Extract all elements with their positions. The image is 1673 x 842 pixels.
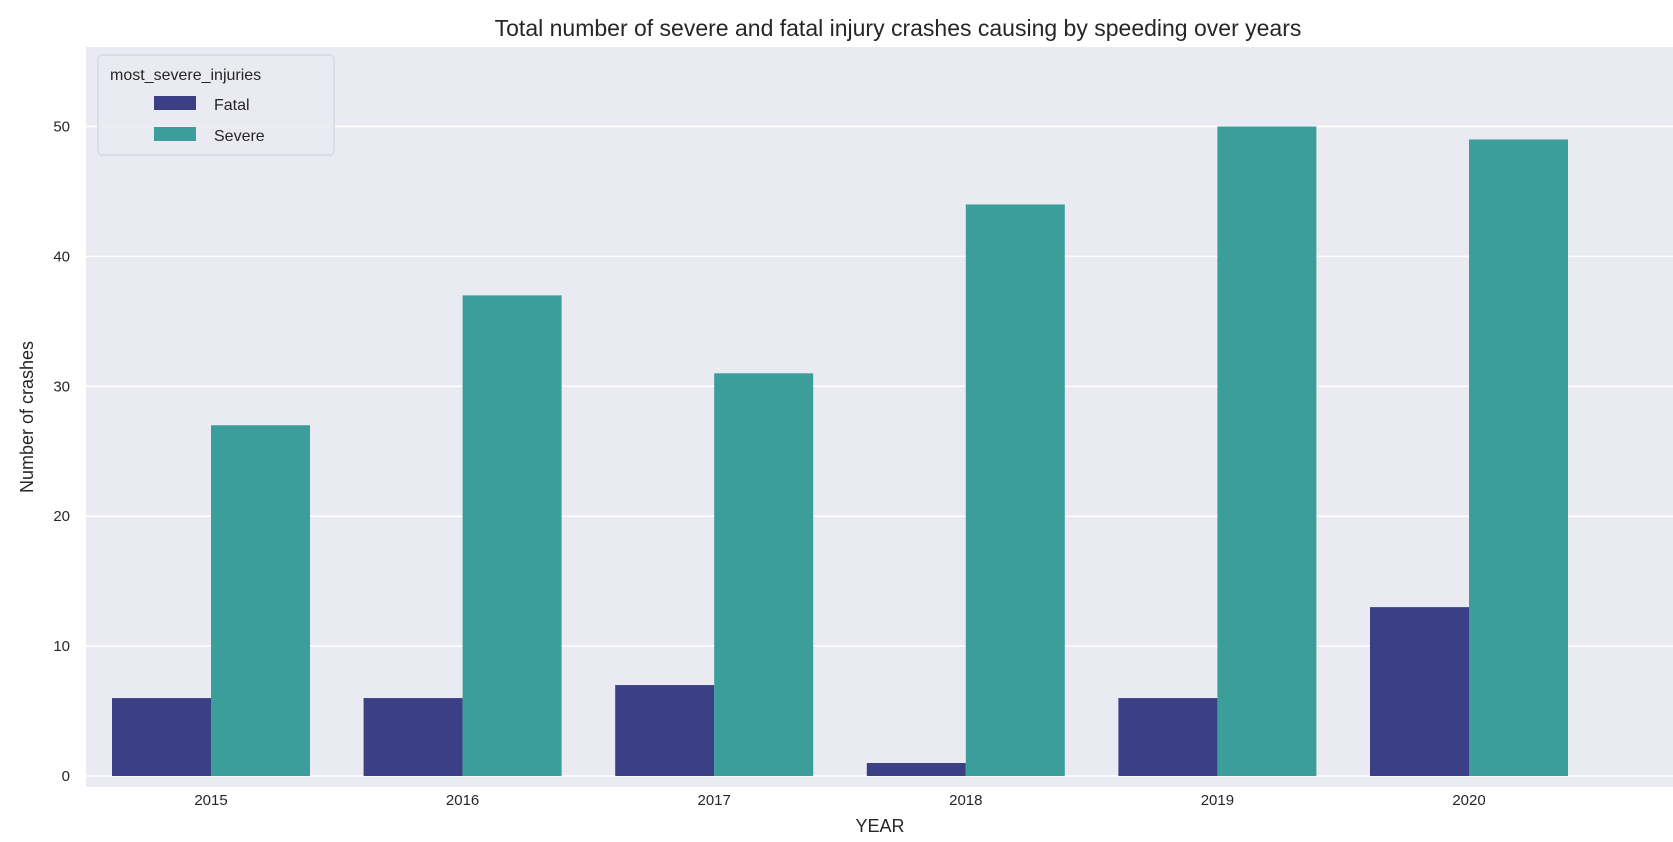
bar-fatal-2018: [866, 763, 966, 776]
x-axis-ticks: 2015 2016 2017 2018 2019 2020: [194, 792, 1485, 809]
bar-severe-2016: [462, 295, 562, 776]
legend-label-fatal: Fatal: [214, 97, 250, 114]
bar-severe-2015: [211, 425, 310, 776]
x-tick-label: 2017: [698, 792, 731, 809]
legend: most_severe_injuries Fatal Severe: [97, 54, 335, 156]
y-axis-ticks: 0 10 20 30 40 50: [53, 119, 70, 786]
bar-fatal-2019: [1118, 698, 1218, 776]
bar-severe-2020: [1469, 139, 1568, 777]
y-tick-label: 10: [53, 638, 70, 655]
bars: [112, 126, 1568, 777]
x-tick-label: 2020: [1452, 792, 1485, 809]
legend-swatch-severe: [154, 127, 196, 141]
bar-fatal-2017: [615, 685, 715, 776]
bar-fatal-2015: [112, 698, 211, 776]
bar-severe-2019: [1217, 126, 1317, 776]
y-tick-label: 40: [53, 248, 70, 265]
bar-severe-2018: [965, 204, 1065, 776]
y-tick-label: 20: [53, 508, 70, 525]
bar-severe-2017: [714, 373, 814, 776]
bar-fatal-2016: [363, 698, 463, 776]
gridlines: [86, 125, 1673, 777]
legend-title: most_severe_injuries: [110, 67, 261, 84]
legend-label-severe: Severe: [214, 128, 265, 145]
x-tick-label: 2015: [194, 792, 227, 809]
y-tick-label: 30: [53, 378, 70, 395]
y-tick-label: 50: [53, 119, 70, 136]
legend-swatch-fatal: [154, 96, 196, 110]
chart-title: Total number of severe and fatal injury …: [495, 15, 1302, 41]
y-axis-label: Number of crashes: [17, 341, 37, 493]
bar-fatal-2020: [1370, 607, 1469, 776]
x-axis-label: YEAR: [855, 816, 904, 836]
x-tick-label: 2019: [1201, 792, 1234, 809]
y-tick-label: 0: [62, 768, 70, 785]
x-tick-label: 2016: [446, 792, 479, 809]
x-tick-label: 2018: [949, 792, 982, 809]
